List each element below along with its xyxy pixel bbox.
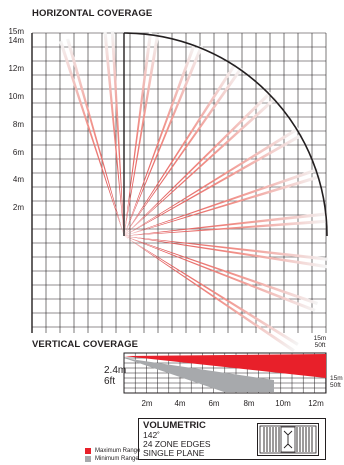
coverage-beam xyxy=(124,236,328,261)
max-range-beam xyxy=(124,354,326,378)
v-side-range: 15m 50ft xyxy=(330,375,343,389)
lens-plane: SINGLE PLANE xyxy=(143,448,205,458)
h-ylabel-8m: 8m xyxy=(12,120,24,129)
h-ylabel-15m: 15m xyxy=(8,27,24,36)
h-ylabel-14m: 14m xyxy=(8,36,24,45)
vertical-coverage-title: VERTICAL COVERAGE xyxy=(32,339,139,350)
coverage-beam xyxy=(124,219,329,236)
v-xlabel-10m: 10m xyxy=(275,399,291,408)
coverage-beam xyxy=(124,212,328,236)
coverage-beam xyxy=(124,32,153,236)
coverage-beam xyxy=(124,91,272,236)
coverage-beam xyxy=(66,38,124,236)
coverage-beam xyxy=(124,62,237,236)
coverage-beam xyxy=(124,133,304,236)
legend-max-swatch xyxy=(85,448,91,454)
horizontal-frame xyxy=(31,32,328,333)
legend: Maximum Range Minimum Range xyxy=(85,447,140,463)
v-xlabel-6m: 6m xyxy=(208,399,220,408)
coverage-beam xyxy=(124,236,299,346)
lens-angle: 142˚ xyxy=(143,430,161,440)
min-range-beam xyxy=(124,358,274,392)
coverage-beam xyxy=(124,42,197,236)
lens-text: VOLUMETRIC 142˚ 24 ZONE EDGES SINGLE PLA… xyxy=(143,420,211,458)
legend-min: Minimum Range xyxy=(85,455,140,463)
max-range-arc xyxy=(123,32,328,237)
lens-pattern-icon xyxy=(257,423,319,456)
legend-min-label: Minimum Range xyxy=(95,456,139,462)
v-xlabel-4m: 4m xyxy=(174,399,186,408)
horizontal-coverage-title: HORIZONTAL COVERAGE xyxy=(32,8,153,19)
coverage-beam xyxy=(58,40,124,236)
lens-info-box: VOLUMETRIC 142˚ 24 ZONE EDGES SINGLE PLA… xyxy=(138,418,326,460)
legend-min-swatch xyxy=(85,456,91,462)
legend-max: Maximum Range xyxy=(85,447,140,455)
h-ylabel-12m: 12m xyxy=(8,64,24,73)
coverage-beam xyxy=(103,31,124,236)
h-ylabel-4m: 4m xyxy=(12,175,24,184)
v-top-range: 15m 50ft xyxy=(313,335,327,349)
coverage-beam xyxy=(124,174,321,236)
coverage-beam xyxy=(124,236,295,353)
v-xlabel-12m: 12m xyxy=(308,399,324,408)
coverage-beam xyxy=(110,31,124,236)
vertical-beams xyxy=(124,354,326,392)
v-xlabel-8m: 8m xyxy=(243,399,255,408)
coverage-beam xyxy=(124,67,243,236)
mount-height-label: 2.4m 6ft xyxy=(104,365,127,387)
coverage-beam xyxy=(124,236,316,313)
h-ylabel-6m: 6m xyxy=(12,148,24,157)
coverage-beams xyxy=(58,31,329,353)
legend-max-label: Maximum Range xyxy=(95,448,141,454)
coverage-beam xyxy=(124,236,319,306)
h-ylabel-10m: 10m xyxy=(8,92,24,101)
v-xlabel-2m: 2m xyxy=(141,399,153,408)
coverage-beam xyxy=(124,45,204,237)
coverage-beam xyxy=(124,126,300,236)
coverage-beam xyxy=(124,167,319,236)
coverage-beam xyxy=(124,33,160,236)
h-ylabel-2m: 2m xyxy=(12,203,24,212)
coverage-beam xyxy=(124,96,277,236)
lens-title: VOLUMETRIC xyxy=(143,420,206,431)
coverage-beam xyxy=(124,236,327,269)
lens-zones: 24 ZONE EDGES xyxy=(143,439,211,449)
